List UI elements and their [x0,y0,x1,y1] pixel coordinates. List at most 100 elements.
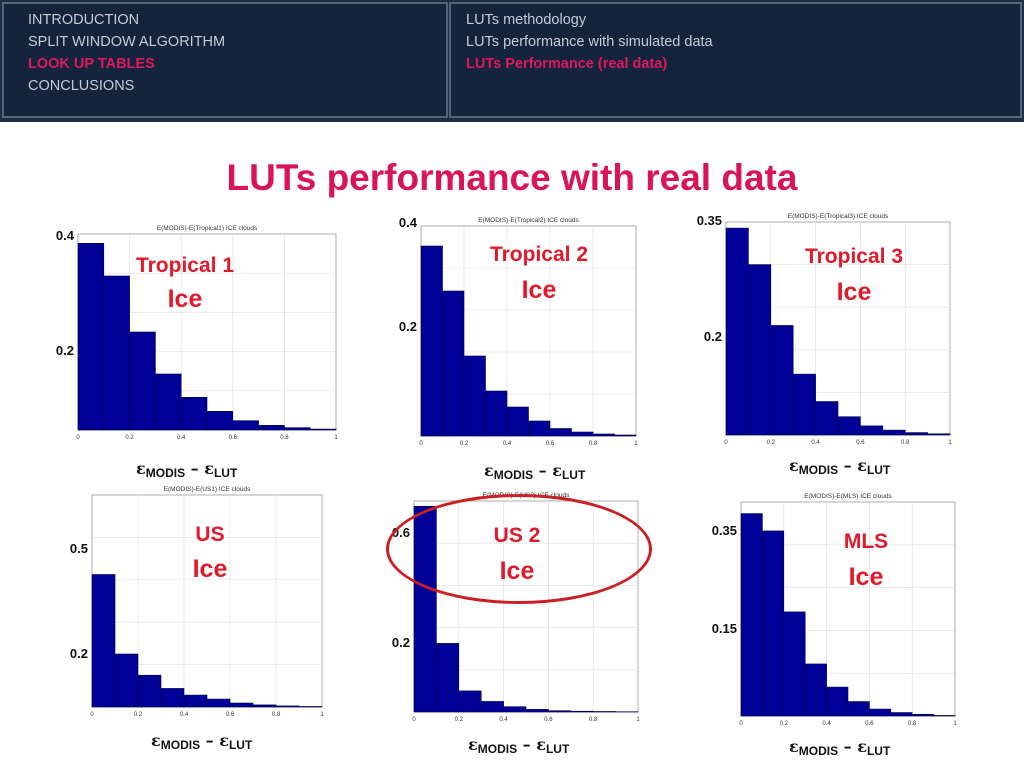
histogram-bar [762,530,785,717]
nav-item-split-window[interactable]: SPLIT WINDOW ALGORITHM [28,34,226,50]
cloud-type-label: Ice [522,276,557,304]
nav-subsections: LUTs methodology LUTs performance with s… [449,2,1022,118]
histogram-panel-3: E(MODIS)-E(Tropical3) ICE clouds 0 0.2 0.4 0… [680,210,960,446]
histogram-bar [847,701,870,717]
histogram-panel-1: E(MODIS)-E(Tropical1) ICE clouds 0 0.2 0.4 0… [38,222,338,452]
histogram-bar [592,433,615,437]
x-tick-label: 0.6 [544,717,553,723]
histogram-bar [783,611,806,717]
slide-title: LUTs performance with real data [226,157,798,198]
cloud-type-label: Ice [849,563,884,591]
y-tick-label: 0.2 [70,646,88,661]
x-tick-label: 0 [739,721,743,727]
plot-title: E(MODIS)-E(US1) ICE clouds [164,486,251,493]
cloud-type-label: Ice [193,555,228,583]
x-tick-label: 1 [634,441,638,447]
histogram-bar [911,713,934,717]
histogram-bar [284,427,311,431]
x-tick-label: 0 [724,440,728,446]
x-tick-label: 1 [948,440,952,446]
histogram-bar [815,401,839,436]
x-tick-label: 0.2 [460,441,469,447]
histogram-bar [442,290,465,437]
histogram-bar [592,711,616,713]
histogram-bar [155,373,182,431]
histogram-bar [837,416,861,436]
histogram-bar [927,433,951,436]
histogram-bar [206,411,234,431]
histogram-bar [614,434,637,437]
x-tick-label: 1 [636,717,640,723]
histogram-svg: E(MODIS)-E(MLS) ICE clouds 0 0.2 0.4 0.6 0.8 1… [712,493,958,727]
nav-item-luts-simulated[interactable]: LUTs performance with simulated data [466,34,713,50]
histogram-bar [252,704,277,708]
histogram-bar [206,698,231,708]
histogram-bar [436,643,460,713]
histogram-bar [571,431,594,437]
x-tick-label: 0.2 [780,721,789,727]
nav-item-luts-real[interactable]: LUTs Performance (real data) [466,56,668,72]
histogram-bar [458,690,482,713]
histogram-bar [275,705,300,708]
x-tick-label: 0.6 [226,712,235,718]
histogram-bar [503,706,527,713]
profile-label: US [195,523,224,546]
histogram-bar [770,325,794,436]
x-tick-label: 0.4 [180,712,189,718]
histogram-bar [463,355,486,437]
histogram-bar [129,331,156,431]
x-tick-label: 0.8 [589,441,598,447]
x-tick-label: 0.2 [455,717,464,723]
x-tick-label: 1 [953,721,957,727]
histogram-bar [826,686,849,717]
x-tick-label: 0.6 [856,440,865,446]
y-tick-label: 0.2 [704,329,722,344]
x-tick-label: 0.4 [822,721,831,727]
histogram-svg: E(MODIS)-E(US1) ICE clouds 0 0.2 0.4 0.6 0.8 1… [70,486,324,718]
x-tick-label: 0.8 [589,717,598,723]
histogram-bar [103,275,130,431]
profile-label: Tropical 3 [805,245,903,268]
nav-item-conclusions[interactable]: CONCLUSIONS [28,78,135,94]
plot-title: E(MODIS)-E(Tropical1) ICE clouds [157,225,258,232]
x-tick-label: 0.4 [811,440,820,446]
cloud-type-label: Ice [168,285,203,313]
histogram-svg: E(MODIS)-E(Tropical3) ICE clouds 0 0.2 0.4 0… [697,213,953,446]
x-axis-label: εMODIS – εLUT [789,737,891,758]
histogram-bar [570,710,594,713]
histogram-bar [860,425,884,436]
nav-sections: INTRODUCTION SPLIT WINDOW ALGORITHM LOOK… [2,2,448,118]
y-tick-label: 0.4 [399,215,418,230]
histogram-bar [160,688,185,708]
y-tick-label: 0.35 [712,523,737,538]
x-tick-label: 0.8 [280,435,289,441]
x-tick-label: 0.4 [499,717,508,723]
histogram-bar [232,420,259,431]
histogram-bar [309,428,337,431]
x-tick-label: 0.4 [503,441,512,447]
histogram-bar [485,390,508,437]
x-tick-label: 0 [412,717,416,723]
histogram-bar [549,428,572,437]
y-tick-label: 0.4 [56,228,75,243]
histogram-bar [77,243,105,431]
x-tick-label: 0.2 [134,712,143,718]
nav-item-introduction[interactable]: INTRODUCTION [28,12,140,28]
highlight-circle [386,494,652,604]
y-tick-label: 0.2 [399,319,417,334]
histogram-bar [183,694,208,708]
histogram-bar [91,574,116,708]
x-tick-label: 0.2 [767,440,776,446]
nav-item-look-up-tables[interactable]: LOOK UP TABLES [28,56,155,72]
x-tick-label: 0.6 [229,435,238,441]
nav-item-luts-methodology[interactable]: LUTs methodology [466,12,587,28]
x-tick-label: 0.8 [901,440,910,446]
y-tick-label: 0.2 [56,343,74,358]
profile-label: Tropical 2 [490,243,588,266]
profile-label: Tropical 1 [136,254,234,277]
histogram-panel-4: E(MODIS)-E(US1) ICE clouds 0 0.2 0.4 0.6 0.8 1… [52,485,332,720]
histogram-bar [525,709,549,713]
histogram-bar [137,674,162,708]
histogram-bar [904,432,928,436]
histogram-bar [258,425,285,431]
